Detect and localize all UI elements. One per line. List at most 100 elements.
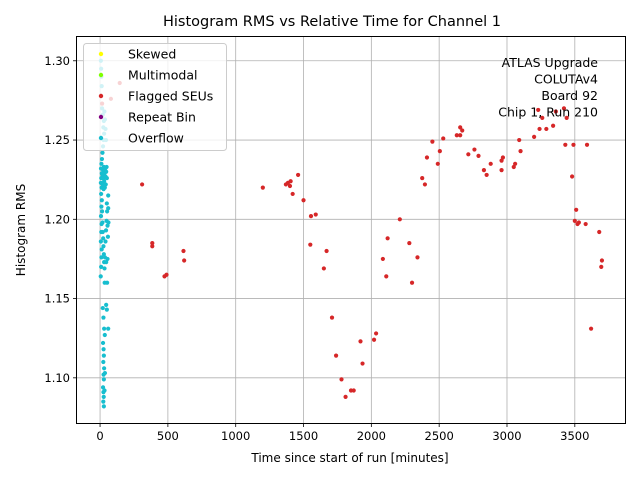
flagged-seus-point [576,220,581,225]
flagged-seus-point [584,142,590,147]
flagged-seus-point [287,183,293,189]
overflow-point [102,179,107,184]
overflow-point [103,182,108,187]
flagged-seus-point [313,212,318,217]
overflow-point [99,209,105,214]
flagged-seus-point [182,258,187,263]
flagged-seus-point [437,149,442,154]
y-tick-label: 1.15 [44,292,70,306]
x-tick-label: 0 [96,429,103,443]
overflow-point [99,204,104,209]
flagged-seus-point [329,315,335,320]
flagged-seus-point [597,229,602,235]
overflow-point [103,228,109,233]
overflow-point [105,223,110,228]
overflow-point [101,315,106,320]
flagged-seus-point [553,109,558,114]
flagged-seus-point [561,106,567,111]
flagged-seus-point [288,179,293,184]
legend-marker-repeat-bin [98,114,104,120]
overflow-point [101,236,106,241]
overflow-point [104,175,109,181]
legend-label-repeat-bin: Repeat Bin [128,110,196,125]
overflow-point [102,266,107,271]
overflow-point [102,185,107,190]
overflow-point [98,239,103,244]
overflow-point [106,220,111,225]
flagged-seus-point [295,172,301,178]
flagged-seus-point [454,133,459,138]
flagged-seus-point [511,164,516,170]
flagged-seus-point [430,139,435,144]
flagged-seus-point [441,136,446,141]
overflow-point [104,260,109,265]
overflow-point [98,274,103,279]
flagged-seus-point [360,361,365,366]
flagged-seus-point [140,182,145,187]
flagged-seus-point [343,394,348,399]
flagged-seus-point [537,126,542,132]
flagged-seus-point [409,280,415,285]
flagged-seus-point [588,326,594,331]
overflow-point [100,220,105,225]
x-tick-label: 500 [157,429,179,443]
flagged-seus-point [466,152,471,157]
flagged-seus-point [422,182,428,187]
y-axis-label: Histogram RMS [14,184,28,276]
annotation-line: Board 92 [541,88,598,103]
flagged-seus-point [308,242,313,247]
legend-marker-multimodal [98,72,104,78]
overflow-point [102,366,107,371]
flagged-seus-point [407,240,412,246]
flagged-seus-point [384,274,389,279]
overflow-point [102,332,107,338]
overflow-point [105,234,111,239]
flagged-seus-point [572,218,577,223]
overflow-point [98,214,104,219]
flagged-seus-point [290,191,295,197]
overflow-point [101,394,106,399]
x-tick-label: 3500 [560,429,589,443]
overflow-point [102,388,107,393]
overflow-point [101,359,106,365]
overflow-point [100,305,105,311]
overflow-point [104,169,109,174]
overflow-point [100,150,105,155]
overflow-point [99,161,104,166]
flagged-seus-point [544,126,549,132]
flagged-seus-point [181,248,186,254]
flagged-seus-point [532,134,537,139]
overflow-point [104,307,109,312]
flagged-seus-point [540,115,545,120]
overflow-point [105,256,110,262]
overflow-point [105,209,110,214]
flagged-seus-point [571,142,576,147]
overflow-point [99,156,105,162]
legend-label-multimodal: Multimodal [128,68,197,83]
overflow-point [100,385,106,390]
flagged-seus-point [397,217,402,222]
annotation-line: ATLAS Upgrade [502,55,599,70]
overflow-point [101,252,106,257]
overflow-point [104,164,109,170]
flagged-seus-point [339,377,344,382]
flagged-seus-point [518,149,523,154]
overflow-point [100,182,105,187]
flagged-seus-point [460,128,465,133]
flagged-seus-point [150,240,155,246]
axis-ticks: 0 500 1000 1500 2000 2500 3000 3500 1.10 1.15 1.20… [44,54,589,443]
legend-label-flagged-seus: Flagged SEUs [128,89,213,104]
flagged-seus-point [435,161,440,166]
flagged-seus-point [583,221,588,227]
y-tick-label: 1.10 [44,371,70,385]
overflow-point [100,229,105,235]
overflow-point [101,244,106,249]
overflow-point [101,353,106,358]
overflow-point [102,326,107,331]
flagged-seus-point [499,158,504,163]
flagged-seus-point [500,155,506,160]
x-tick-label: 3000 [492,429,521,443]
flagged-seus-point [351,388,356,393]
